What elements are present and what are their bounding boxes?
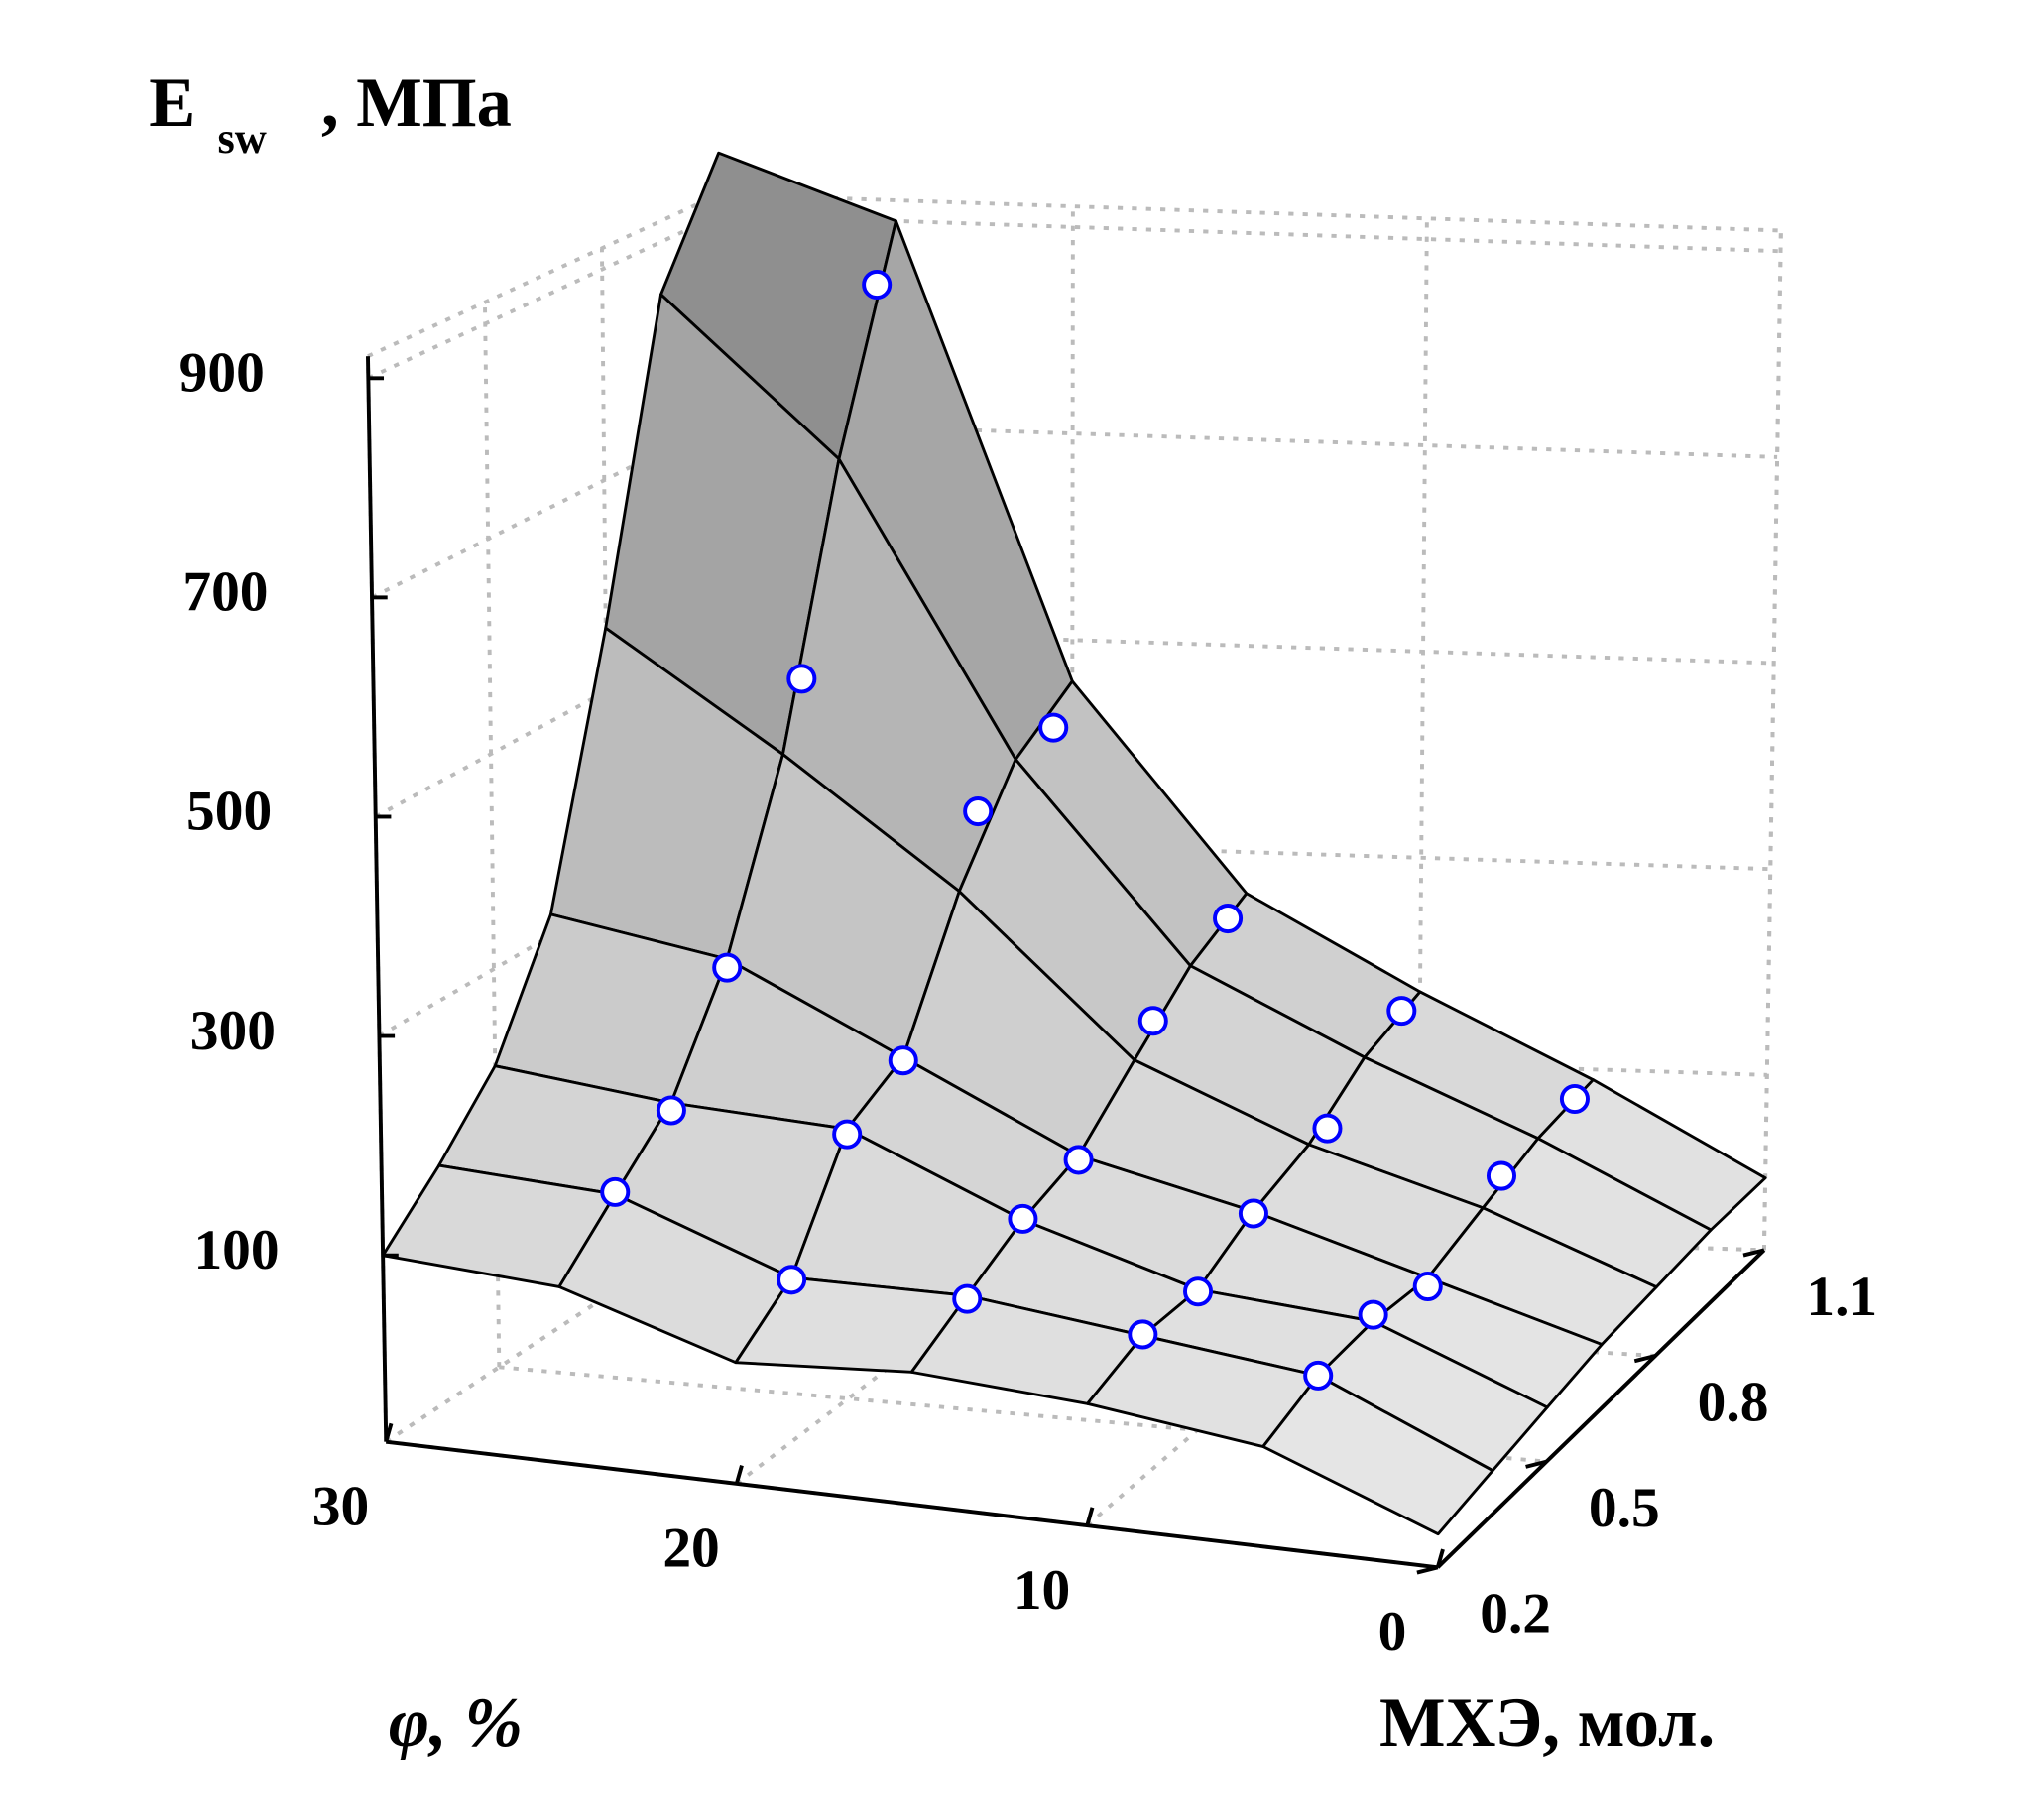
z-tick-label: 300 (190, 1000, 276, 1062)
x-tick-label: 20 (662, 1517, 719, 1580)
grid-line (718, 212, 1781, 254)
data-point (888, 1045, 918, 1076)
data-point (1303, 1360, 1334, 1391)
x-axis-label: φ, % (389, 1684, 523, 1761)
x-tick (1435, 1548, 1445, 1568)
grid-line (482, 302, 502, 1368)
data-point (1213, 904, 1244, 934)
points (600, 269, 1590, 1391)
data-point (712, 952, 743, 983)
data-point (1386, 996, 1417, 1027)
data-point (1312, 1113, 1343, 1144)
data-point (1358, 1299, 1388, 1330)
z-axis (366, 356, 389, 1442)
data-point (777, 1265, 807, 1295)
data-point (1412, 1271, 1443, 1302)
y-tick-label: 1.1 (1806, 1266, 1877, 1328)
data-point (832, 1119, 863, 1150)
y-tick (1525, 1459, 1547, 1469)
y-axis (1436, 1248, 1766, 1569)
x-tick (384, 1422, 394, 1443)
data-point (1128, 1319, 1158, 1350)
data-point (1559, 1083, 1590, 1115)
data-point (1063, 1145, 1094, 1175)
x-tick-label: 0 (1378, 1601, 1407, 1663)
data-point (952, 1283, 983, 1314)
data-point (1008, 1203, 1038, 1234)
data-point (1137, 1006, 1168, 1036)
grid-line (499, 1365, 1547, 1464)
x-tick (734, 1465, 744, 1485)
x-tick (1085, 1507, 1095, 1526)
x-tick-label: 30 (312, 1475, 369, 1537)
data-point (600, 1176, 631, 1207)
surface (381, 151, 1767, 1536)
z-axis-label-sub: sw (217, 113, 266, 163)
y-tick-label: 0.5 (1589, 1477, 1660, 1539)
grid-line (385, 1216, 727, 1444)
data-point (862, 269, 893, 301)
data-point (656, 1095, 686, 1126)
y-tick (1742, 1248, 1765, 1258)
z-tick-label: 500 (186, 781, 272, 843)
box-edge (718, 191, 1781, 233)
grid-line (720, 420, 1778, 459)
z-axis-label-unit: , МПа (321, 64, 512, 142)
z-tick-label: 900 (179, 341, 265, 404)
x-tick-label: 10 (1014, 1559, 1070, 1622)
y-tick (1633, 1354, 1656, 1364)
data-point (786, 664, 817, 694)
y-tick (1416, 1565, 1439, 1575)
z-tick-label: 700 (182, 561, 268, 624)
y-axis-label: МХЭ, мол. (1379, 1684, 1715, 1761)
data-point (1038, 712, 1069, 743)
data-point (1486, 1160, 1517, 1191)
y-tick-label: 0.2 (1480, 1583, 1551, 1645)
z-axis-label: E (149, 64, 195, 142)
z-tick-label: 100 (193, 1219, 279, 1281)
y-tick-label: 0.8 (1698, 1371, 1769, 1433)
data-point (1183, 1276, 1214, 1307)
data-point (1238, 1198, 1268, 1229)
data-point (963, 796, 994, 827)
x-axis (386, 1439, 1439, 1570)
